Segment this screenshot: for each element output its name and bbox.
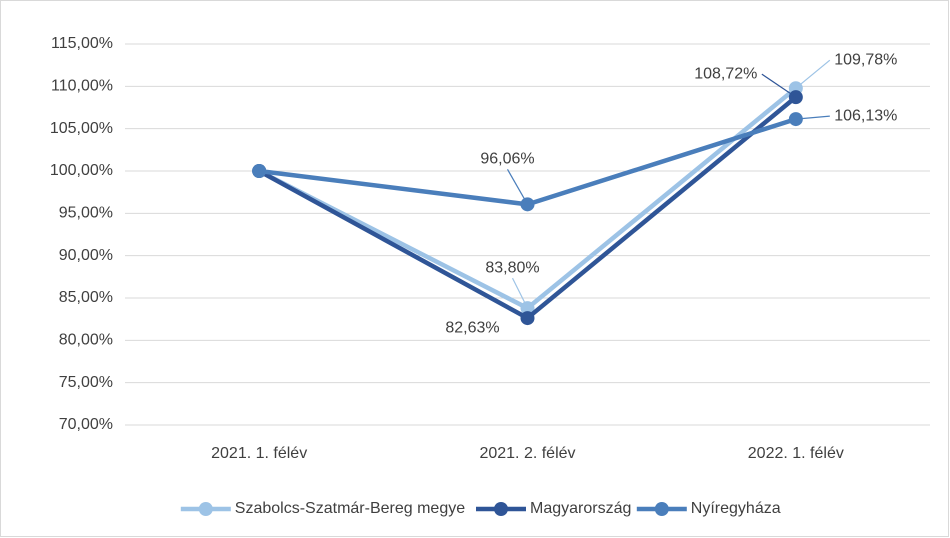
data-label: 82,63%	[445, 319, 499, 336]
leader-line	[506, 169, 529, 205]
y-tick-label: 80,00%	[59, 332, 113, 349]
x-tick-label: 2021. 2. félév	[479, 445, 575, 462]
data-label: 109,78%	[834, 51, 897, 68]
y-tick-label: 85,00%	[59, 289, 113, 306]
y-tick-label: 95,00%	[59, 205, 113, 222]
y-tick-label: 70,00%	[59, 416, 113, 433]
legend-label: Magyarország	[530, 500, 631, 517]
leader-line	[795, 59, 831, 89]
leader-line	[761, 73, 797, 98]
leader-line	[511, 277, 529, 309]
x-tick-label: 2021. 1. félév	[211, 445, 307, 462]
y-tick-label: 105,00%	[50, 120, 113, 137]
data-label: 108,72%	[694, 65, 757, 82]
x-tick-label: 2022. 1. félév	[748, 445, 844, 462]
data-label: 106,13%	[834, 107, 897, 124]
legend-marker	[494, 502, 508, 516]
data-label: 96,06%	[480, 151, 534, 168]
y-tick-label: 100,00%	[50, 162, 113, 179]
y-tick-label: 115,00%	[51, 35, 113, 52]
point	[520, 197, 535, 212]
point	[520, 311, 535, 326]
y-tick-label: 110,00%	[51, 78, 113, 95]
point	[252, 164, 267, 178]
legend-marker	[654, 502, 669, 516]
y-tick-label: 90,00%	[59, 247, 113, 264]
legend-marker	[198, 502, 213, 516]
legend-label: Szabolcs-Szatmár-Bereg megye	[235, 500, 465, 517]
leader-line	[795, 115, 830, 120]
y-tick-label: 75,00%	[59, 374, 113, 391]
legend-label: Nyíregyháza	[691, 500, 781, 517]
data-label: 83,80%	[485, 259, 539, 276]
